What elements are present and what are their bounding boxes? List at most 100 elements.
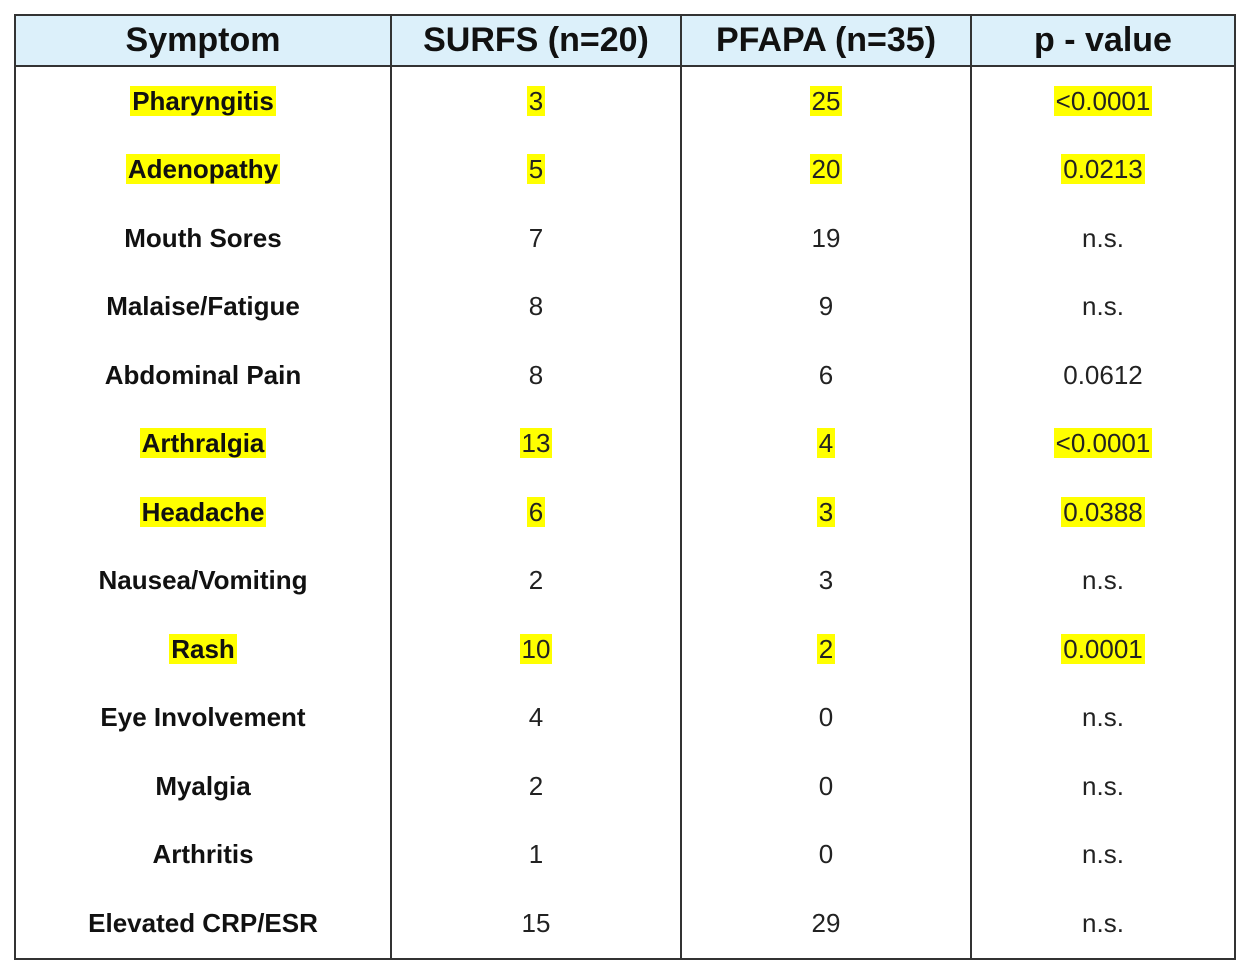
cell-text: 7 <box>528 222 544 253</box>
table-row: Pharyngitis 3 25 <0.0001 <box>14 66 1236 136</box>
value-cell: 29 <box>680 889 972 960</box>
symptom-cell: Arthralgia <box>14 409 392 478</box>
cell-text: 5 <box>526 154 546 185</box>
table-row: Nausea/Vomiting 2 3 n.s. <box>14 546 1236 615</box>
cell-text: 2 <box>528 565 544 596</box>
value-cell: 15 <box>390 889 682 960</box>
symptom-cell: Elevated CRP/ESR <box>14 889 392 960</box>
table-row: Mouth Sores 7 19 n.s. <box>14 204 1236 273</box>
value-cell: <0.0001 <box>970 409 1236 478</box>
cell-text: 3 <box>818 565 834 596</box>
symptom-cell: Abdominal Pain <box>14 341 392 410</box>
value-cell: n.s. <box>970 546 1236 615</box>
value-cell: 19 <box>680 204 972 273</box>
cell-text: 13 <box>519 428 553 459</box>
cell-text: 19 <box>811 222 841 253</box>
cell-text: 29 <box>811 907 841 938</box>
cell-text: 6 <box>818 359 834 390</box>
cell-text: Pharyngitis <box>130 85 276 116</box>
table-body: Pharyngitis 3 25 <0.0001 Adenopathy 5 20 0.0213… <box>14 66 1236 960</box>
cell-text: 6 <box>526 496 546 527</box>
symptom-cell: Pharyngitis <box>14 66 392 136</box>
symptom-cell: Eye Involvement <box>14 683 392 752</box>
symptom-cell: Mouth Sores <box>14 204 392 273</box>
cell-text: 3 <box>816 496 836 527</box>
cell-text: Elevated CRP/ESR <box>88 907 318 938</box>
cell-text: 3 <box>526 85 546 116</box>
cell-text: Arthralgia <box>139 428 267 459</box>
value-cell: 0.0612 <box>970 341 1236 410</box>
cell-text: n.s. <box>1082 839 1124 870</box>
value-cell: 1 <box>390 820 682 889</box>
value-cell: 3 <box>390 66 682 136</box>
cell-text: Headache <box>139 496 267 527</box>
cell-text: 0 <box>818 839 834 870</box>
cell-text: Arthritis <box>152 839 254 870</box>
table-row: Myalgia 2 0 n.s. <box>14 752 1236 821</box>
cell-text: 1 <box>528 839 544 870</box>
value-cell: n.s. <box>970 204 1236 273</box>
value-cell: 7 <box>390 204 682 273</box>
value-cell: 25 <box>680 66 972 136</box>
symptom-table: Symptom SURFS (n=20) PFAPA (n=35) p - value… <box>14 14 1236 960</box>
symptom-cell: Adenopathy <box>14 135 392 204</box>
cell-text: n.s. <box>1082 222 1124 253</box>
symptom-cell: Headache <box>14 478 392 547</box>
value-cell: 2 <box>390 546 682 615</box>
value-cell: 3 <box>680 546 972 615</box>
header-row: Symptom SURFS (n=20) PFAPA (n=35) p - value <box>14 14 1236 67</box>
cell-text: Myalgia <box>155 770 251 801</box>
cell-text: 4 <box>528 702 544 733</box>
value-cell: 2 <box>390 752 682 821</box>
table-row: Elevated CRP/ESR 15 29 n.s. <box>14 889 1236 960</box>
cell-text: 15 <box>521 907 551 938</box>
header-cell: SURFS (n=20) <box>390 14 682 67</box>
symptom-cell: Myalgia <box>14 752 392 821</box>
value-cell: 5 <box>390 135 682 204</box>
header-cell: Symptom <box>14 14 392 67</box>
table-row: Abdominal Pain 8 6 0.0612 <box>14 341 1236 410</box>
cell-text: 0 <box>818 702 834 733</box>
cell-text: Abdominal Pain <box>104 359 302 390</box>
table-row: Arthritis 1 0 n.s. <box>14 820 1236 889</box>
symptom-cell: Malaise/Fatigue <box>14 272 392 341</box>
value-cell: 3 <box>680 478 972 547</box>
value-cell: 0.0213 <box>970 135 1236 204</box>
cell-text: Mouth Sores <box>124 222 282 253</box>
cell-text: <0.0001 <box>1053 428 1153 459</box>
cell-text: n.s. <box>1082 702 1124 733</box>
value-cell: n.s. <box>970 752 1236 821</box>
cell-text: Malaise/Fatigue <box>106 291 300 322</box>
cell-text: 9 <box>818 291 834 322</box>
cell-text: n.s. <box>1082 907 1124 938</box>
value-cell: n.s. <box>970 820 1236 889</box>
value-cell: 4 <box>390 683 682 752</box>
value-cell: 0 <box>680 752 972 821</box>
value-cell: 8 <box>390 272 682 341</box>
cell-text: 25 <box>809 85 843 116</box>
value-cell: 2 <box>680 615 972 684</box>
table-row: Arthralgia 13 4 <0.0001 <box>14 409 1236 478</box>
cell-text: 4 <box>816 428 836 459</box>
cell-text: n.s. <box>1082 291 1124 322</box>
value-cell: 8 <box>390 341 682 410</box>
value-cell: 6 <box>680 341 972 410</box>
value-cell: 20 <box>680 135 972 204</box>
cell-text: Nausea/Vomiting <box>98 565 308 596</box>
header-cell: p - value <box>970 14 1236 67</box>
value-cell: 13 <box>390 409 682 478</box>
cell-text: Adenopathy <box>125 154 281 185</box>
cell-text: 0.0388 <box>1061 496 1145 527</box>
cell-text: 2 <box>528 770 544 801</box>
value-cell: 0.0001 <box>970 615 1236 684</box>
symptom-cell: Nausea/Vomiting <box>14 546 392 615</box>
table-row: Eye Involvement 4 0 n.s. <box>14 683 1236 752</box>
cell-text: 0.0001 <box>1061 633 1145 664</box>
value-cell: 9 <box>680 272 972 341</box>
cell-text: 20 <box>809 154 843 185</box>
cell-text: <0.0001 <box>1053 85 1153 116</box>
cell-text: Rash <box>169 633 237 664</box>
cell-text: 8 <box>528 359 544 390</box>
symptom-cell: Rash <box>14 615 392 684</box>
